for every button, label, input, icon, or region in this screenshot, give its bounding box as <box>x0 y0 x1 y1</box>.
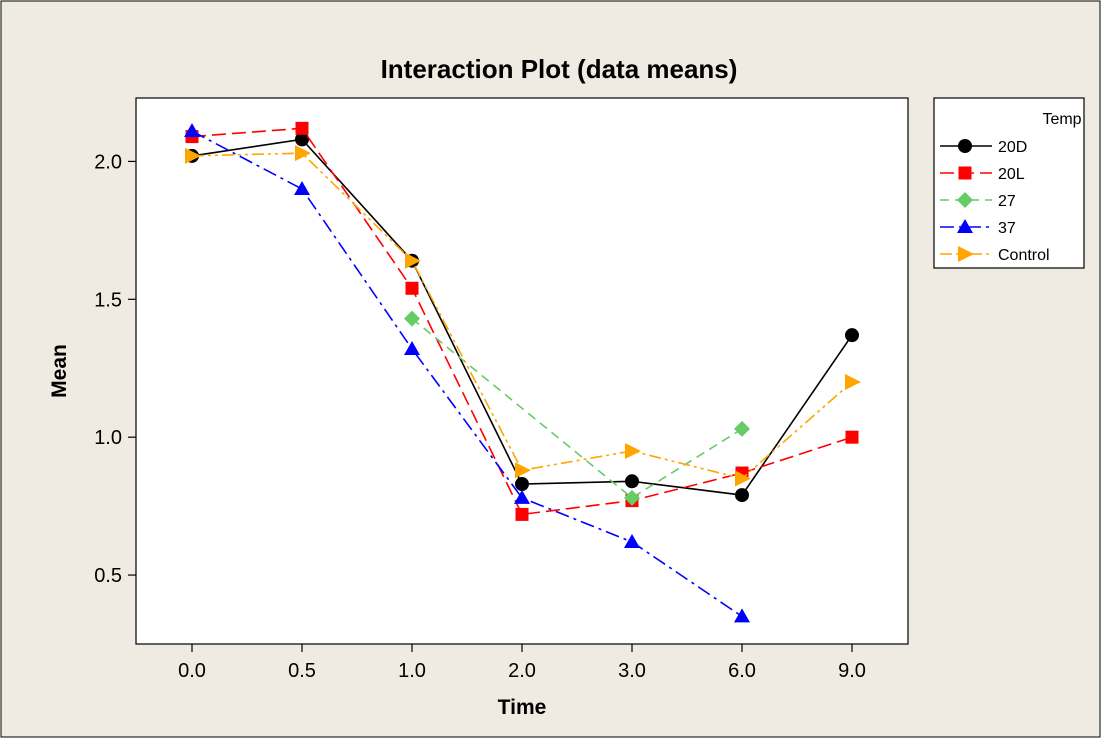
x-tick-label: 0.5 <box>288 660 316 682</box>
data-point-37 <box>624 533 640 548</box>
legend-entries: 20D 20L 27 37 Control <box>940 139 1050 264</box>
data-point-control <box>295 145 311 162</box>
legend-entry-control: Control <box>940 246 1050 264</box>
legend-entry-20l: 20L <box>940 166 1025 183</box>
data-point-control <box>625 442 641 459</box>
data-point-20d <box>845 328 859 343</box>
x-tick-label: 6.0 <box>728 660 756 682</box>
series-20d <box>185 132 859 503</box>
series-control <box>185 145 861 487</box>
data-point-20l <box>515 507 529 521</box>
series-lines <box>184 121 861 623</box>
data-point-20d <box>625 474 639 489</box>
data-point-27 <box>624 489 640 506</box>
data-point-control <box>405 252 421 269</box>
legend-label-20l: 20L <box>998 166 1025 183</box>
legend-marker-20l <box>958 166 972 180</box>
data-point-20d <box>515 477 529 492</box>
legend-entry-27: 27 <box>940 192 1016 210</box>
legend-label-20d: 20D <box>998 139 1027 156</box>
y-tick-label: 1.0 <box>94 427 122 449</box>
x-tick-label: 2.0 <box>508 660 536 682</box>
legend-marker-20d <box>958 139 972 153</box>
legend-entry-37: 37 <box>940 219 1016 237</box>
plot-area <box>135 97 909 645</box>
data-point-37 <box>184 123 200 138</box>
axes: 0.5 1.0 1.5 2.0 0.0 0.5 1.0 2.0 3.0 6.0 9.0 <box>94 151 866 682</box>
data-point-20d <box>735 488 749 503</box>
x-tick-label: 0.0 <box>178 660 206 682</box>
data-point-37 <box>514 489 530 504</box>
legend-label-control: Control <box>998 247 1050 264</box>
data-point-control <box>185 147 201 164</box>
data-point-control <box>515 462 531 479</box>
series-27 <box>404 310 750 506</box>
data-point-37 <box>404 340 420 355</box>
data-point-20d <box>295 132 309 147</box>
legend-box <box>933 97 1085 269</box>
legend: Temp 20D 20L 27 37 Control <box>933 97 1085 269</box>
data-point-20l <box>845 430 859 444</box>
legend-marker-control <box>958 246 974 262</box>
x-tick-label: 1.0 <box>398 660 426 682</box>
data-point-27 <box>734 420 750 437</box>
legend-label-37: 37 <box>998 220 1016 237</box>
series-line-27 <box>411 317 743 499</box>
series-line-37 <box>191 130 743 618</box>
y-tick-label: 2.0 <box>94 151 122 173</box>
data-point-control <box>735 470 751 487</box>
legend-entry-20d: 20D <box>940 139 1027 156</box>
data-point-37 <box>294 181 310 195</box>
y-tick-label: 1.5 <box>94 289 122 311</box>
legend-marker-27 <box>957 192 973 208</box>
data-point-20l <box>295 121 309 135</box>
data-point-control <box>845 374 861 391</box>
data-point-37 <box>734 608 750 623</box>
y-tick-label: 0.5 <box>94 565 122 587</box>
x-axis-label: Time <box>498 696 547 719</box>
data-point-27 <box>404 310 420 327</box>
x-tick-label: 9.0 <box>838 660 866 682</box>
x-tick-label: 3.0 <box>618 660 646 682</box>
y-axis-label: Mean <box>48 344 71 398</box>
data-point-20l <box>405 281 419 295</box>
legend-title: Temp <box>1042 111 1081 128</box>
legend-marker-37 <box>957 219 973 233</box>
chart-title: Interaction Plot (data means) <box>381 54 738 84</box>
legend-label-27: 27 <box>998 193 1016 210</box>
series-37 <box>184 123 750 623</box>
